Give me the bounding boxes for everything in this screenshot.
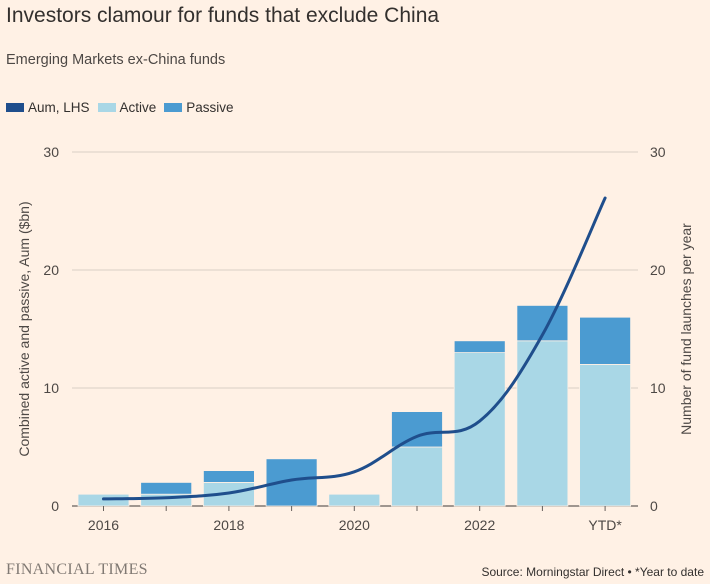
bar-passive-YTD* (579, 316, 631, 365)
y-axis-label-left: Combined active and passive, Aum ($bn) (16, 201, 32, 456)
y-tick-label-left: 20 (43, 262, 59, 278)
y-tick-label-right: 20 (650, 262, 666, 278)
x-tick-label: 2018 (213, 517, 244, 533)
legend-swatch-passive (164, 103, 183, 112)
x-tick-label: 2020 (339, 517, 370, 533)
legend-swatch-active (97, 103, 116, 112)
aum-line (102, 196, 607, 501)
source-note: Source: Morningstar Direct • *Year to da… (481, 565, 704, 579)
ft-logo: FINANCIAL TIMES (6, 561, 148, 578)
legend-item-passive: Passive (164, 100, 234, 115)
bar-active-2023 (516, 340, 569, 507)
y-tick-label-right: 10 (650, 380, 666, 396)
legend: Aum, LHS Active Passive (6, 100, 242, 115)
chart-title: Investors clamour for funds that exclude… (6, 4, 440, 27)
y-tick-label-left: 0 (51, 498, 59, 514)
bar-passive-2022 (453, 340, 506, 353)
legend-item-aum: Aum, LHS (6, 100, 90, 115)
bar-passive-2018 (202, 470, 255, 483)
legend-item-active: Active (97, 100, 157, 115)
y-tick-label-right: 0 (650, 498, 658, 514)
x-tick-label: 2022 (464, 517, 495, 533)
y-tick-label-left: 10 (43, 380, 59, 396)
bar-active-2020 (328, 493, 381, 507)
legend-label-aum: Aum, LHS (28, 100, 90, 115)
legend-swatch-aum (6, 103, 24, 112)
legend-label-active: Active (119, 100, 157, 115)
x-tick-label: 2016 (88, 517, 119, 533)
y-axis-label-right: Number of fund launches per year (678, 223, 694, 435)
bar-active-2021 (391, 446, 443, 507)
bars (77, 304, 631, 507)
bar-passive-2021 (391, 411, 443, 448)
chart-subtitle: Emerging Markets ex-China funds (6, 52, 226, 68)
x-tick-label: YTD* (588, 517, 622, 533)
legend-label-passive: Passive (186, 100, 234, 115)
y-tick-label-left: 30 (43, 144, 59, 160)
bar-passive-2017 (140, 481, 193, 495)
y-tick-label-right: 30 (650, 144, 666, 160)
aum-line-group (102, 196, 607, 501)
bar-active-YTD* (579, 363, 631, 507)
